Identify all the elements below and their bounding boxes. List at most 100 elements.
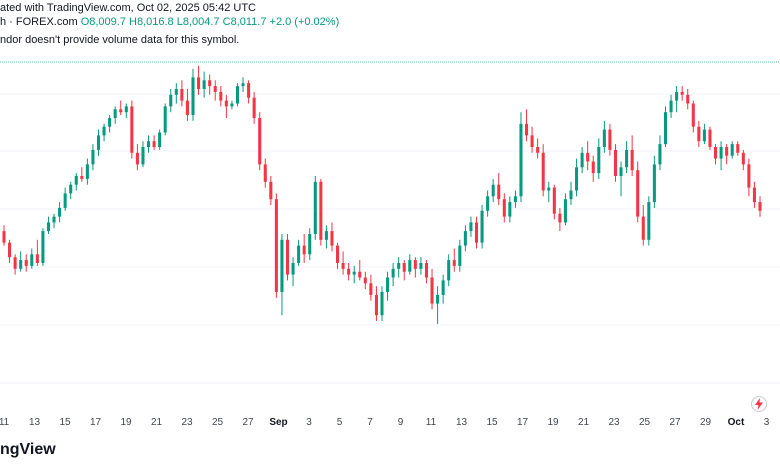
candle-body	[619, 167, 623, 176]
candle-body	[258, 118, 262, 165]
candle	[80, 167, 84, 182]
candle	[341, 251, 345, 275]
candle-body	[758, 202, 762, 211]
candle	[35, 239, 39, 266]
candle	[152, 135, 156, 150]
candle-body	[413, 260, 417, 269]
candle-body	[341, 263, 345, 269]
candle	[536, 138, 540, 159]
candle-body	[580, 152, 584, 168]
candle-body	[130, 106, 134, 153]
candle-body	[625, 149, 629, 168]
candle-body	[541, 152, 545, 191]
candle	[46, 216, 50, 234]
candle	[13, 254, 17, 275]
candle	[758, 196, 762, 217]
candle	[252, 91, 256, 124]
candle-body	[235, 86, 239, 104]
candle-body	[291, 263, 295, 275]
candle	[235, 83, 239, 107]
candle-body	[397, 263, 401, 269]
candle	[625, 141, 629, 174]
candle-body	[358, 271, 362, 278]
candle	[719, 141, 723, 171]
candle-body	[714, 147, 718, 159]
candle	[597, 138, 601, 179]
candle-body	[330, 231, 334, 246]
candle	[141, 141, 145, 168]
candle-body	[608, 129, 612, 150]
candle	[652, 155, 656, 208]
x-tick-label: 3	[764, 417, 770, 428]
candle-body	[436, 294, 440, 304]
x-tick-label: 15	[486, 417, 498, 428]
candle	[669, 94, 673, 118]
candle-body	[96, 135, 101, 150]
candle	[208, 74, 212, 95]
candle	[486, 190, 490, 217]
candle	[552, 184, 556, 220]
candle-body	[502, 199, 506, 217]
candle-body	[241, 83, 245, 87]
candle	[502, 193, 506, 223]
published-text: ated with TradingView.com, Oct 02, 2025 …	[0, 2, 256, 14]
candle	[274, 193, 278, 298]
candle-body	[230, 103, 234, 107]
candle	[508, 196, 512, 223]
candle	[563, 193, 567, 226]
lightning-icon[interactable]	[751, 396, 767, 412]
candle	[547, 181, 551, 203]
candle	[147, 135, 151, 153]
candle-body	[686, 94, 690, 104]
candle-body	[613, 149, 617, 176]
candle-body	[191, 77, 195, 116]
candle-body	[519, 123, 523, 197]
candle	[230, 100, 234, 110]
candle-body	[185, 100, 189, 116]
tradingview-logo: ngView	[0, 441, 56, 458]
candle-body	[525, 123, 529, 136]
candle-body	[297, 245, 301, 263]
candle-body	[202, 80, 206, 89]
x-tick-label: 11	[426, 417, 437, 428]
x-tick-label: 5	[337, 417, 343, 428]
candle	[113, 106, 117, 124]
candle	[85, 158, 89, 185]
candle-body	[474, 222, 479, 243]
candle	[280, 234, 284, 316]
candle	[285, 234, 290, 281]
candle	[658, 135, 662, 171]
candle	[324, 225, 328, 249]
candle-body	[8, 242, 12, 258]
candle-body	[52, 216, 56, 223]
candle	[730, 141, 734, 159]
candle-body	[213, 86, 217, 92]
candle-body	[719, 147, 723, 159]
candle	[569, 181, 573, 205]
candle	[591, 155, 595, 182]
candle	[741, 149, 745, 171]
candle-body	[285, 239, 290, 275]
candle	[24, 254, 28, 272]
candle	[135, 144, 139, 171]
candle	[241, 77, 245, 92]
candle	[608, 123, 612, 156]
candle	[263, 158, 267, 188]
change-value: +2.0 (+0.02%)	[269, 16, 340, 28]
candle-body	[319, 181, 323, 240]
x-tick-label: 3	[306, 417, 312, 428]
candle	[636, 161, 640, 223]
candle-body	[730, 144, 734, 156]
candle-body	[408, 260, 412, 272]
candle-body	[736, 144, 740, 153]
x-tick-label: Sep	[269, 417, 287, 428]
candle-body	[141, 147, 145, 165]
candle-body	[219, 91, 223, 101]
candle	[108, 115, 112, 133]
candle	[575, 158, 579, 197]
candle-body	[513, 196, 517, 203]
candle-body	[147, 141, 151, 147]
candle	[158, 129, 162, 150]
candle-body	[536, 147, 540, 153]
